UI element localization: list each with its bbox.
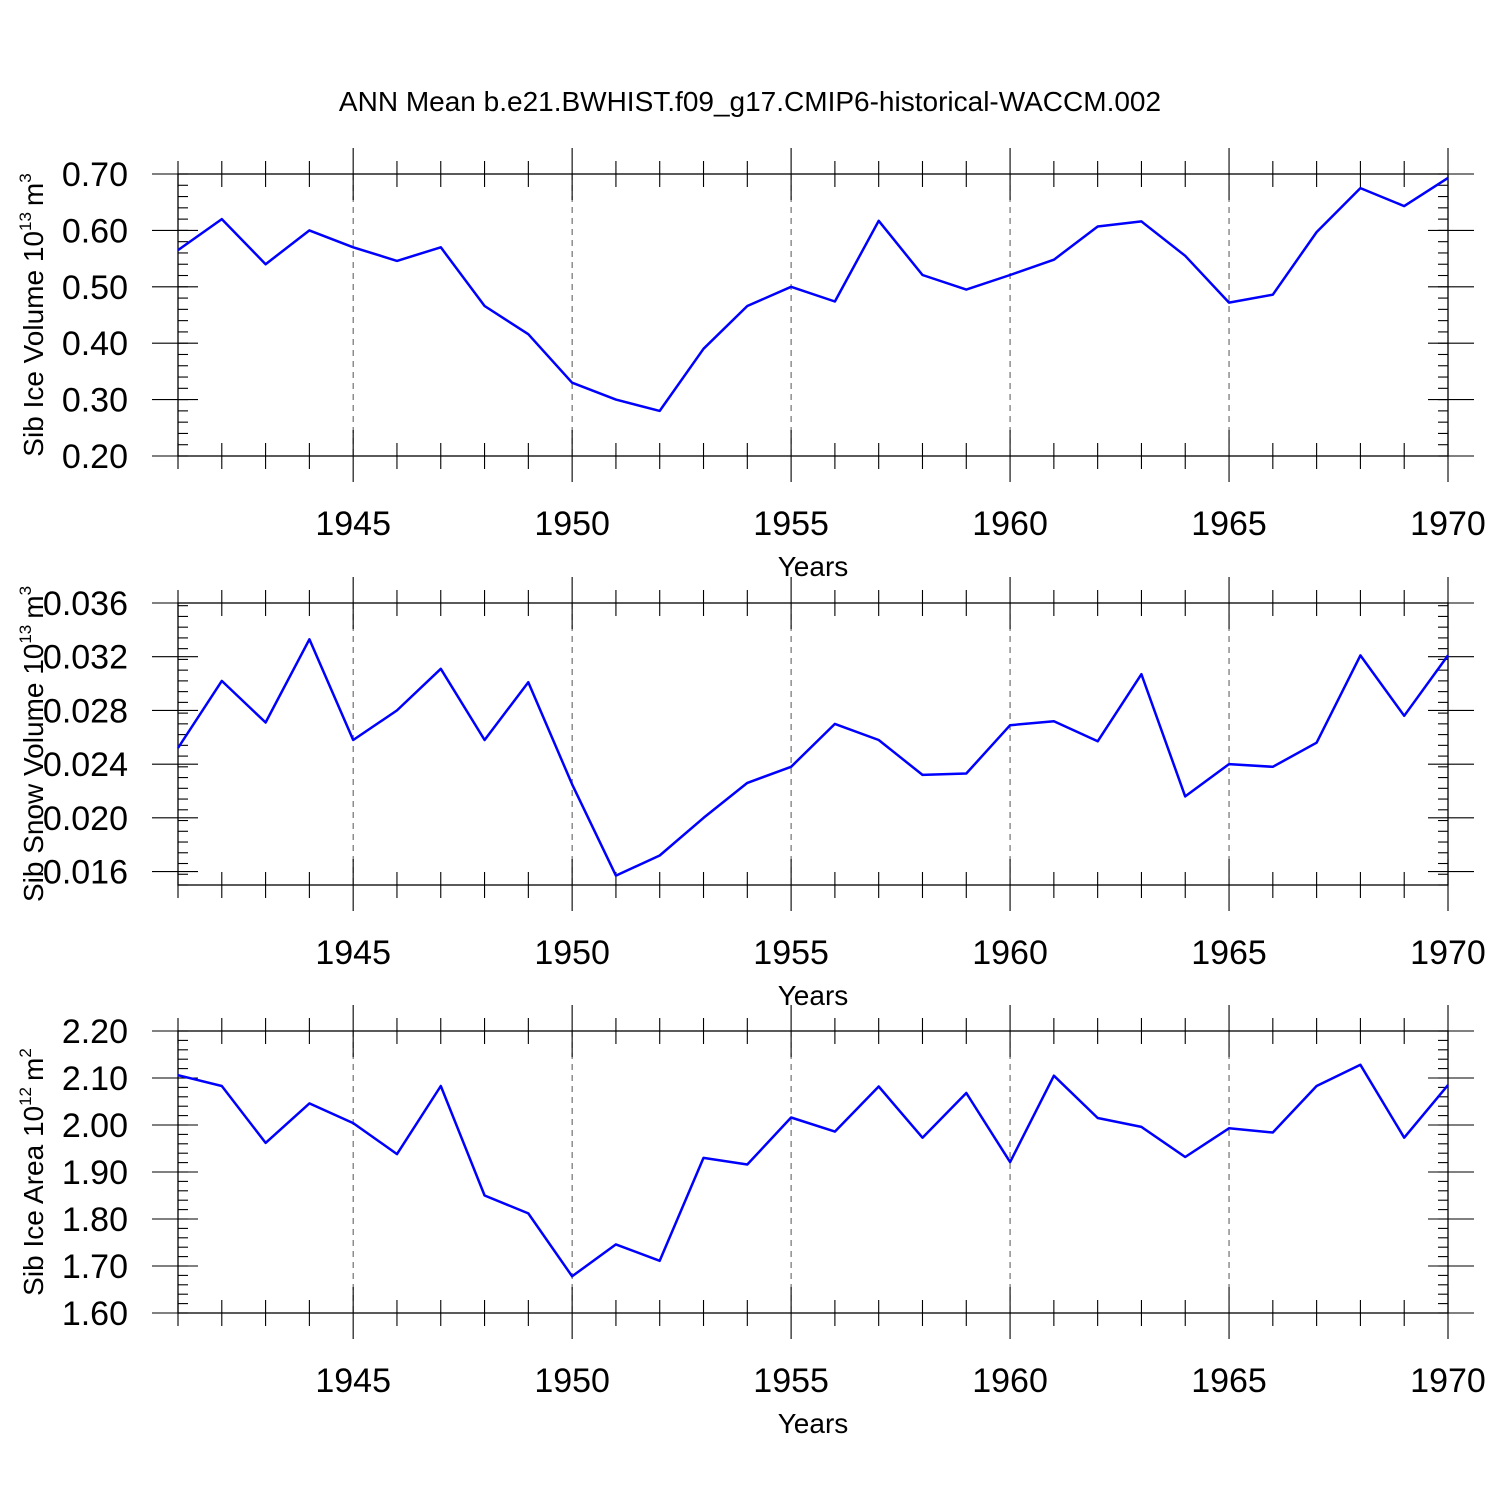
x-tick-label: 1960 — [972, 934, 1048, 972]
y-axis-label-unit-exponent: 3 — [16, 173, 35, 182]
y-tick-label: 0.036 — [43, 585, 128, 623]
x-tick-label: 1945 — [315, 505, 391, 543]
y-tick-label: 0.60 — [62, 212, 128, 250]
y-tick-label: 1.60 — [62, 1295, 128, 1333]
plot-frame — [177, 173, 1449, 457]
x-tick-label: 1945 — [315, 934, 391, 972]
x-tick-label: 1970 — [1410, 934, 1486, 972]
figure-title: ANN Mean b.e21.BWHIST.f09_g17.CMIP6-hist… — [339, 86, 1161, 117]
y-tick-label: 0.30 — [62, 382, 128, 420]
y-axis-label-text: Sib Ice Area 10 — [18, 1106, 49, 1296]
y-axis-label-exponent: 12 — [16, 1087, 35, 1106]
x-tick-label: 1960 — [972, 505, 1048, 543]
y-tick-label: 1.70 — [62, 1248, 128, 1286]
plot-frame — [177, 602, 1449, 886]
y-axis-label-unit: m — [18, 183, 49, 206]
y-tick-label: 0.70 — [62, 156, 128, 194]
x-tick-label: 1970 — [1410, 1362, 1486, 1400]
y-axis-label-unit-exponent: 2 — [16, 1048, 35, 1057]
y-axis-label: Sib Snow Volume 1013 m3 — [16, 586, 49, 902]
panels: 0.20 0.30 0.40 0.50 0.60 0.70 1945 1950 1955 1960… — [16, 148, 1486, 1439]
y-tick-label: 0.032 — [43, 639, 128, 677]
y-tick-label: 1.80 — [62, 1201, 128, 1239]
y-axis-label-unit: m — [18, 1058, 49, 1081]
x-axis-label: Years — [778, 1408, 849, 1439]
series-line — [176, 638, 1450, 877]
x-tick-label: 1960 — [972, 1362, 1048, 1400]
x-tick-label: 1965 — [1191, 934, 1267, 972]
y-tick-label: 0.028 — [43, 692, 128, 730]
y-tick-label: 0.20 — [62, 438, 128, 476]
y-tick-label: 1.90 — [62, 1154, 128, 1192]
x-axis-label: Years — [778, 980, 849, 1011]
y-axis-label-text: Sib Snow Volume 10 — [18, 644, 49, 902]
x-axis-label: Years — [778, 551, 849, 582]
plot-frame — [177, 1030, 1449, 1314]
x-tick-label: 1950 — [534, 934, 610, 972]
y-axis-label: Sib Ice Area 1012 m2 — [16, 1048, 49, 1296]
y-axis-label-text: Sib Ice Volume 10 — [18, 231, 49, 457]
x-tick-label: 1955 — [753, 934, 829, 972]
x-tick-label: 1950 — [534, 505, 610, 543]
y-axis-label-exponent: 13 — [16, 212, 35, 231]
chart-panel-2: 0.016 0.020 0.024 0.028 0.032 0.036 1945 1950 19… — [16, 577, 1486, 1011]
x-tick-label: 1950 — [534, 1362, 610, 1400]
y-tick-label: 0.40 — [62, 325, 128, 363]
y-axis-label-unit-exponent: 3 — [16, 586, 35, 595]
chart-panel-3: 1.60 1.70 1.80 1.90 2.00 2.10 2.20 1945 1950 1955… — [16, 1005, 1486, 1439]
x-tick-label: 1955 — [753, 1362, 829, 1400]
series-line — [177, 1063, 1449, 1278]
y-tick-label: 0.50 — [62, 269, 128, 307]
y-tick-label: 2.00 — [62, 1107, 128, 1145]
x-tick-label: 1955 — [753, 505, 829, 543]
x-tick-label: 1970 — [1410, 505, 1486, 543]
y-tick-label: 2.10 — [62, 1060, 128, 1098]
chart-panel-1: 0.20 0.30 0.40 0.50 0.60 0.70 1945 1950 1955 1960… — [16, 148, 1486, 582]
y-tick-label: 2.20 — [62, 1013, 128, 1051]
y-axis-label-unit: m — [18, 595, 49, 618]
x-tick-label: 1965 — [1191, 505, 1267, 543]
x-tick-label: 1965 — [1191, 1362, 1267, 1400]
y-tick-label: 0.024 — [43, 746, 128, 784]
y-axis-label-exponent: 13 — [16, 625, 35, 644]
y-axis-label: Sib Ice Volume 1013 m3 — [16, 173, 49, 456]
y-tick-label: 0.016 — [43, 854, 128, 892]
series-line — [177, 176, 1449, 413]
y-tick-label: 0.020 — [43, 800, 128, 838]
x-tick-label: 1945 — [315, 1362, 391, 1400]
